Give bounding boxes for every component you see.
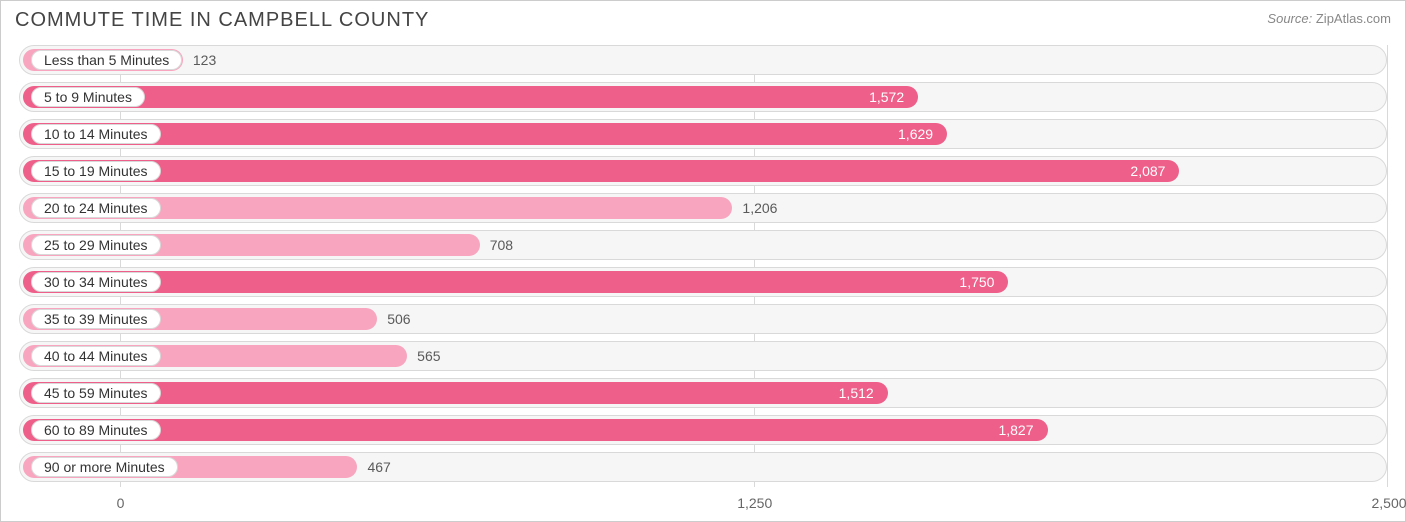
source-value: ZipAtlas.com (1316, 11, 1391, 26)
bar-value-label: 565 (417, 341, 440, 371)
bar-row: 40 to 44 Minutes 565 (19, 341, 1387, 371)
bar-value-label: 506 (387, 304, 410, 334)
bar-value-label: 1,629 (898, 119, 933, 149)
bar-row: 60 to 89 Minutes 1,827 (19, 415, 1387, 445)
x-axis-tick-label: 1,250 (737, 495, 772, 511)
source-attribution: Source: ZipAtlas.com (1267, 11, 1391, 26)
bar-category-label: 90 or more Minutes (31, 457, 178, 477)
bar-row: 30 to 34 Minutes 1,750 (19, 267, 1387, 297)
bar-category-label: 40 to 44 Minutes (31, 346, 161, 366)
bar-category-label: 15 to 19 Minutes (31, 161, 161, 181)
bar-track (19, 45, 1387, 75)
chart-title: COMMUTE TIME IN CAMPBELL COUNTY (15, 9, 429, 32)
gridline (1387, 45, 1388, 487)
bar-row: 90 or more Minutes 467 (19, 452, 1387, 482)
bar-category-label: 60 to 89 Minutes (31, 420, 161, 440)
plot-area: Less than 5 Minutes 123 5 to 9 Minutes 1,57… (19, 45, 1387, 487)
bar-category-label: 25 to 29 Minutes (31, 235, 161, 255)
bar-value-label: 1,750 (959, 267, 994, 297)
bar-category-label: 20 to 24 Minutes (31, 198, 161, 218)
bar-row: 20 to 24 Minutes 1,206 (19, 193, 1387, 223)
bar-row: 35 to 39 Minutes 506 (19, 304, 1387, 334)
bar-value-label: 1,827 (998, 415, 1033, 445)
bar-category-label: 10 to 14 Minutes (31, 124, 161, 144)
x-axis-tick-label: 2,500 (1371, 495, 1406, 511)
bar-category-label: 30 to 34 Minutes (31, 272, 161, 292)
bar-category-label: 45 to 59 Minutes (31, 383, 161, 403)
bar-row: 25 to 29 Minutes 708 (19, 230, 1387, 260)
bar-row: 15 to 19 Minutes 2,087 (19, 156, 1387, 186)
bar-value-label: 1,572 (869, 82, 904, 112)
bar-category-label: 5 to 9 Minutes (31, 87, 145, 107)
bar-value-label: 467 (367, 452, 390, 482)
source-label: Source: (1267, 11, 1312, 26)
bar-fill (23, 160, 1179, 182)
bar-value-label: 2,087 (1130, 156, 1165, 186)
bar-category-label: 35 to 39 Minutes (31, 309, 161, 329)
bar-row: Less than 5 Minutes 123 (19, 45, 1387, 75)
bar-fill (23, 271, 1008, 293)
chart-container: COMMUTE TIME IN CAMPBELL COUNTY Source: … (0, 0, 1406, 522)
bar-row: 45 to 59 Minutes 1,512 (19, 378, 1387, 408)
bar-fill (23, 419, 1048, 441)
bar-fill (23, 123, 947, 145)
bar-row: 10 to 14 Minutes 1,629 (19, 119, 1387, 149)
bar-category-label: Less than 5 Minutes (31, 50, 182, 70)
bar-value-label: 708 (490, 230, 513, 260)
bar-fill (23, 86, 918, 108)
bar-value-label: 1,206 (742, 193, 777, 223)
x-axis-tick-label: 0 (117, 495, 125, 511)
bar-value-label: 1,512 (839, 378, 874, 408)
bar-value-label: 123 (193, 45, 216, 75)
bar-row: 5 to 9 Minutes 1,572 (19, 82, 1387, 112)
